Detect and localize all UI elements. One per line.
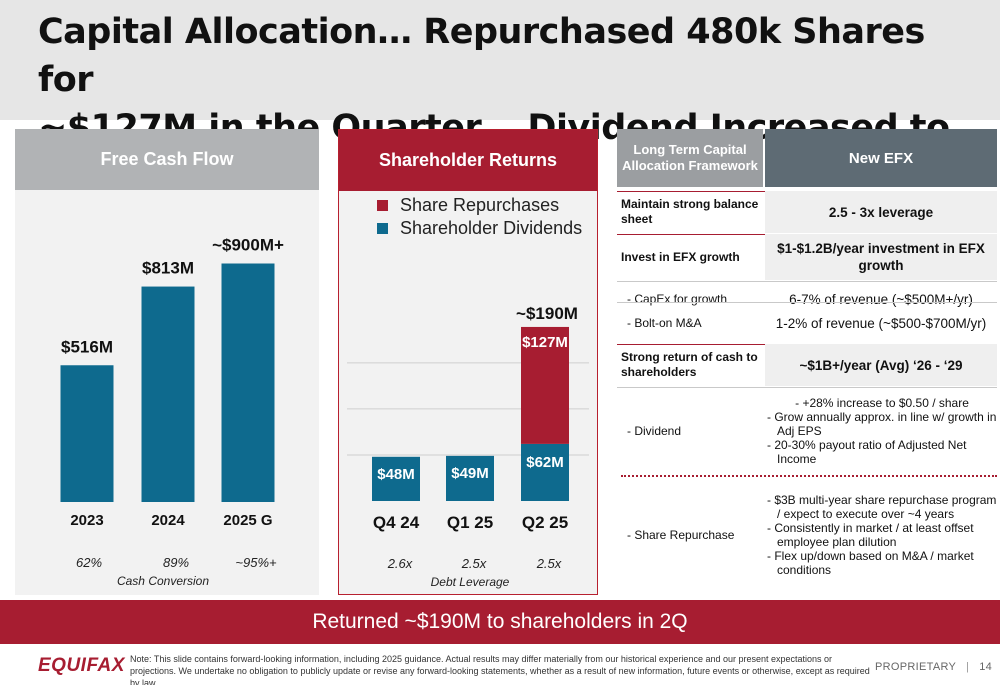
row-label-dividend: - Dividend <box>627 423 682 438</box>
legend-item-dividends: Shareholder Dividends <box>377 217 582 240</box>
row-divider <box>617 281 997 282</box>
fcf-bar-value-label: $516M <box>61 337 113 356</box>
table-header-framework: Long Term Capital Allocation Framework <box>617 129 763 187</box>
fcf-bar <box>221 263 275 502</box>
cash-conversion-label: 89% <box>163 555 189 570</box>
footer-separator: | <box>959 661 976 673</box>
shareholder-returns-panel: Shareholder Returns Share Repurchases Sh… <box>338 129 598 595</box>
title-band <box>0 0 1000 120</box>
debt-leverage-label: 2.6x <box>387 556 413 571</box>
summary-banner: Returned ~$190M to shareholders in 2Q <box>0 600 1000 644</box>
fcf-x-tick-label: 2023 <box>70 512 103 529</box>
fcf-bar-value-label: $813M <box>142 259 194 278</box>
sr-total-label: ~$190M <box>516 304 578 323</box>
repurchase-bullet: - Consistently in market / at least offs… <box>767 521 974 549</box>
repurchases-bar-segment <box>521 326 569 444</box>
sr-segment-value-label: $127M <box>522 334 568 351</box>
free-cash-flow-panel: Free Cash Flow $516M 2023 62% $813M 2024 89% ~… <box>15 129 319 595</box>
sr-segment-value-label: $48M <box>377 466 415 483</box>
row-value-efx-growth: $1-$1.2B/year investment in EFX growth <box>765 234 997 280</box>
sr-segment-value-label: $62M <box>526 454 564 471</box>
footer-page-info: PROPRIETARY | 14 <box>875 661 992 673</box>
fcf-x-tick-label: 2024 <box>151 512 185 529</box>
fcf-bar <box>60 365 114 502</box>
cash-conversion-label: 62% <box>76 555 102 570</box>
dividends-bar-segment <box>372 456 420 501</box>
row-label-efx-growth: Invest in EFX growth <box>621 249 740 264</box>
row-divider <box>617 302 997 303</box>
fcf-bar-value-label: ~$900M+ <box>212 236 284 255</box>
dotted-divider <box>621 475 997 477</box>
dividend-bullet: - 20-30% payout ratio of Adjusted Net In… <box>767 438 967 466</box>
fcf-x-tick-label: 2025 G <box>223 512 272 529</box>
sr-x-tick-label: Q1 25 <box>447 513 493 532</box>
forward-looking-note: Note: This slide contains forward-lookin… <box>130 654 870 685</box>
legend-label-repurchases: Share Repurchases <box>400 195 560 215</box>
equifax-logo: EQUIFAX <box>38 655 125 676</box>
row-label-bolt-on: - Bolt-on M&A <box>627 315 702 330</box>
debt-leverage-label: 2.5x <box>461 556 487 571</box>
page-number: 14 <box>979 661 993 673</box>
row-divider <box>617 387 997 388</box>
sr-x-tick-label: Q4 24 <box>373 513 420 532</box>
capital-allocation-table: Long Term Capital Allocation Framework N… <box>617 129 997 595</box>
row-value-return-cash: ~$1B+/year (Avg) ‘26 - ‘29 <box>765 344 997 386</box>
proprietary-label: PROPRIETARY <box>875 661 956 673</box>
legend-label-dividends: Shareholder Dividends <box>400 218 583 238</box>
sr-chart: $48M Q4 24 2.6x $49M Q1 25 2.5x $62M $127M ~$190… <box>347 304 589 589</box>
legend-swatch-repurchases <box>377 200 388 211</box>
row-label-balance-sheet: Maintain strong balance sheet <box>621 197 759 226</box>
sr-segment-value-label: $49M <box>451 465 489 482</box>
sr-panel-title: Shareholder Returns <box>339 130 597 191</box>
repurchase-bullets: - $3B multi-year share repurchase progra… <box>765 478 997 592</box>
dividend-bullet: - Grow annually approx. in line w/ growt… <box>767 410 997 438</box>
sr-x-tick-label: Q2 25 <box>522 513 568 532</box>
fcf-chart: $516M 2023 62% $813M 2024 89% ~$900M+ 2025 G ~95… <box>60 236 284 588</box>
cash-conversion-label: ~95%+ <box>235 555 277 570</box>
debt-leverage-title: Debt Leverage <box>431 575 510 589</box>
row-label-share-repurchase: - Share Repurchase <box>627 527 735 542</box>
dividends-bar-segment <box>446 455 494 501</box>
fcf-panel-title: Free Cash Flow <box>15 129 319 190</box>
row-value-bolt-on: 1-2% of revenue (~$500-$700M/yr) <box>775 315 987 331</box>
legend-swatch-dividends <box>377 223 388 234</box>
sr-legend: Share Repurchases Shareholder Dividends <box>377 194 582 240</box>
legend-item-repurchases: Share Repurchases <box>377 194 582 217</box>
table-header-new-efx: New EFX <box>765 129 997 187</box>
cash-conversion-title: Cash Conversion <box>117 574 209 588</box>
fcf-bar <box>141 286 195 502</box>
repurchase-bullet: - Flex up/down based on M&A / market con… <box>767 549 974 577</box>
debt-leverage-label: 2.5x <box>536 556 562 571</box>
row-value-balance-sheet: 2.5 - 3x leverage <box>765 191 997 233</box>
row-label-return-cash: Strong return of cash to shareholders <box>621 350 758 379</box>
dividend-bullets: - +28% increase to $0.50 / share - Grow … <box>765 387 997 475</box>
dividend-bullet: - +28% increase to $0.50 / share <box>795 396 969 410</box>
dividends-bar-segment <box>521 443 569 501</box>
title-line-1: Capital Allocation… Repurchased 480k Sha… <box>38 12 925 100</box>
repurchase-bullet: - $3B multi-year share repurchase progra… <box>767 493 997 521</box>
